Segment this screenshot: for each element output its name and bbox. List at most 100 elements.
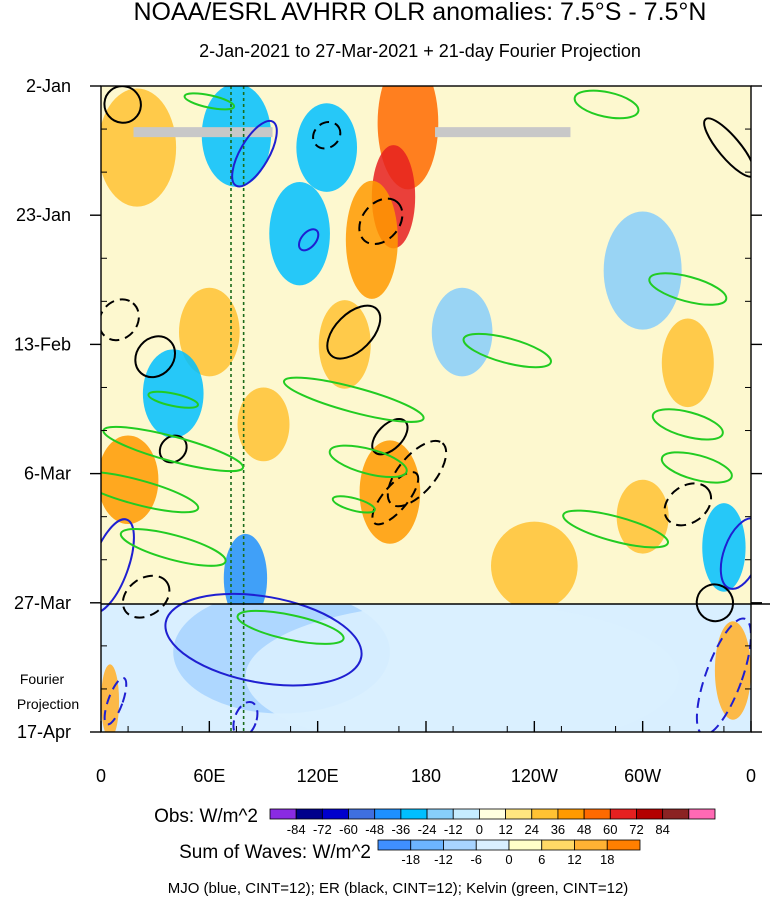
- x-tick-label: 0: [746, 766, 756, 786]
- plot-area: [100, 85, 770, 733]
- wave-contour-mjo: [719, 517, 751, 590]
- waves-colorbar-swatch: [508, 839, 543, 851]
- waves-colorbar-tick: 18: [600, 852, 614, 867]
- obs-colorbar-swatch: [505, 808, 533, 820]
- obs-colorbar-tick: 24: [525, 822, 539, 837]
- observation-anomaly-layer: [101, 86, 746, 604]
- waves-colorbar-swatch: [377, 839, 412, 851]
- obs-colorbar-swatch: [400, 808, 428, 820]
- wave-contour-er: [312, 120, 342, 150]
- wave-legend-footer: MJO (blue, CINT=12); ER (black, CINT=12)…: [168, 880, 629, 897]
- y-tick-label: 2-Jan: [26, 76, 71, 96]
- obs-colorbar-tick: -84: [287, 822, 306, 837]
- wave-contour-mjo: [297, 228, 320, 252]
- wave-contour-mjo: [164, 592, 363, 687]
- waves-colorbar-swatch: [574, 839, 608, 851]
- anomaly-blob: [101, 88, 177, 207]
- wave-contour-kelvin: [236, 609, 345, 645]
- obs-colorbar-tick: -24: [418, 822, 437, 837]
- obs-colorbar-swatch: [662, 808, 690, 820]
- anomaly-blob: [603, 211, 682, 330]
- wave-contour-kelvin: [648, 272, 728, 306]
- obs-colorbar-tick: 72: [629, 822, 643, 837]
- anomaly-blob: [237, 387, 290, 462]
- wave-contour-kelvin: [573, 89, 640, 120]
- wave-contour-er: [101, 298, 140, 342]
- anomaly-blob: [318, 300, 371, 389]
- obs-colorbar-swatch: [426, 808, 454, 820]
- wave-contour-er: [134, 335, 177, 379]
- y-tick-label: 27-Mar: [14, 593, 71, 613]
- obs-colorbar-swatch: [321, 808, 349, 820]
- waves-colorbar-tick: 6: [538, 852, 545, 867]
- obs-colorbar-tick: 0: [476, 822, 483, 837]
- y-tick-label: 23-Jan: [16, 205, 71, 225]
- obs-colorbar-tick: -48: [365, 822, 384, 837]
- obs-colorbar-swatch: [557, 808, 585, 820]
- obs-colorbar-tick: -60: [339, 822, 358, 837]
- wave-contour-kelvin: [282, 376, 425, 423]
- waves-colorbar-tick: -12: [434, 852, 453, 867]
- wave-contour-er: [326, 304, 382, 360]
- waves-colorbar: -18 -12 -6 0 6 12 18: [377, 839, 641, 867]
- wave-contour-mjo: [695, 617, 751, 732]
- anomaly-blob: [616, 479, 669, 554]
- waves-colorbar-swatch: [541, 839, 575, 851]
- projection-blob: [101, 664, 120, 732]
- obs-colorbar-swatch: [609, 808, 637, 820]
- waves-colorbar-tick: -18: [401, 852, 420, 867]
- wave-contour-mjo: [231, 119, 278, 188]
- projection-blob: [245, 604, 679, 732]
- anomaly-blob: [702, 503, 746, 592]
- obs-colorbar-swatch: [583, 808, 611, 820]
- obs-colorbar-tick: 60: [603, 822, 617, 837]
- obs-colorbar-tick: -12: [444, 822, 463, 837]
- y-tick-label: 13-Feb: [14, 334, 71, 354]
- waves-colorbar-tick: 12: [567, 852, 581, 867]
- axes: 0 60E 120E 180 120W 60W 0 2-Jan 23-Jan 13-Feb 6-Ma…: [14, 76, 762, 786]
- wave-contour-er: [121, 574, 171, 619]
- obs-colorbar-swatch: [374, 808, 402, 820]
- wave-contour-kelvin: [183, 92, 236, 111]
- projection-label-line2: Projection: [17, 696, 79, 712]
- wave-contour-kelvin: [660, 451, 733, 484]
- chart-title: NOAA/ESRL AVHRR OLR anomalies: 7.5°S - 7…: [134, 0, 707, 26]
- x-tick-label: 180: [411, 766, 441, 786]
- anomaly-blob: [179, 287, 240, 377]
- x-tick-label: 0: [96, 766, 106, 786]
- obs-colorbar-tick: 12: [498, 822, 512, 837]
- obs-colorbar-swatch: [348, 808, 376, 820]
- waves-colorbar-swatch: [606, 839, 641, 851]
- missing-data-segment: [133, 127, 273, 138]
- chart-subtitle: 2-Jan-2021 to 27-Mar-2021 + 21-day Fouri…: [199, 41, 641, 61]
- obs-colorbar-tick: -72: [313, 822, 332, 837]
- x-tick-label: 60E: [193, 766, 225, 786]
- obs-colorbar-tick: -36: [391, 822, 410, 837]
- wave-contour-mjo: [232, 700, 259, 732]
- obs-colorbar-swatch: [688, 808, 716, 820]
- x-tick-label: 120E: [297, 766, 339, 786]
- anomaly-blob: [223, 533, 268, 604]
- wave-contour-kelvin: [101, 470, 200, 514]
- obs-colorbar: -84 -72 -60 -48 -36 -24 -12 0 12 24 36 48 60 72 84: [269, 808, 716, 837]
- obs-colorbar-swatch: [531, 808, 559, 820]
- anomaly-blob: [661, 318, 714, 408]
- wave-contour-er: [663, 482, 713, 527]
- wave-contour-er: [695, 583, 735, 623]
- projection-blob: [714, 621, 751, 720]
- wave-contour-er: [703, 117, 751, 178]
- wave-contour-er: [371, 471, 420, 526]
- wave-contour-mjo: [101, 518, 135, 614]
- waves-colorbar-swatch: [443, 839, 477, 851]
- missing-data-layer: [133, 127, 571, 138]
- obs-colorbar-tick: 48: [577, 822, 591, 837]
- waves-colorbar-label: Sum of Waves: W/m^2: [179, 842, 371, 863]
- y-tick-label: 17-Apr: [17, 722, 71, 742]
- anomaly-blob: [491, 521, 578, 604]
- wave-contour-kelvin: [328, 444, 408, 479]
- obs-colorbar-tick: 36: [551, 822, 565, 837]
- wave-contour-er: [358, 197, 404, 246]
- obs-colorbar-tick: 84: [655, 822, 669, 837]
- missing-data-segment: [435, 127, 571, 138]
